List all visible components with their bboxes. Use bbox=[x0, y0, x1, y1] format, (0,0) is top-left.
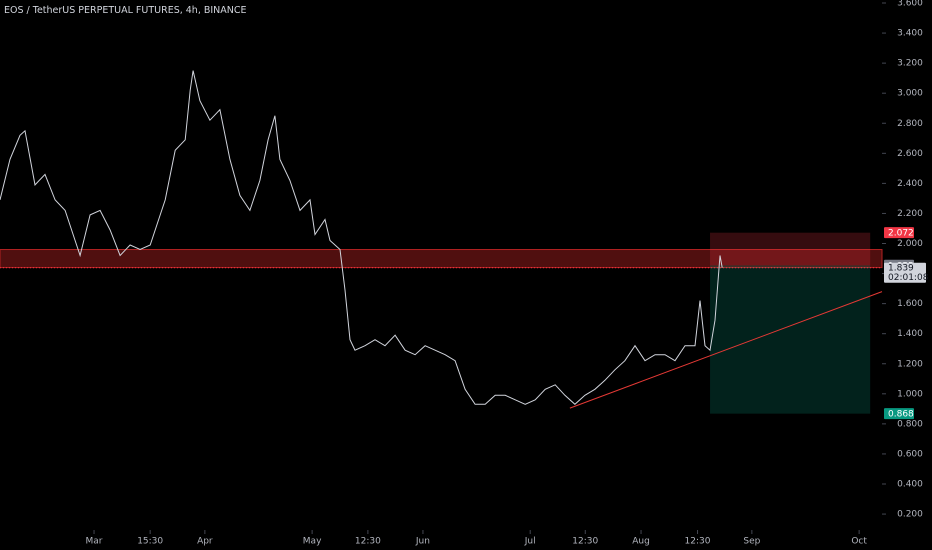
y-tick-label: 2.200 bbox=[897, 209, 923, 219]
last-price-bg bbox=[884, 262, 926, 283]
y-tick-label: 2.000 bbox=[897, 239, 923, 249]
last-price-label: 1.839 bbox=[888, 264, 914, 274]
x-tick-label: 12:30 bbox=[685, 537, 711, 547]
chart-title: EOS / TetherUS PERPETUAL FUTURES, 4h, BI… bbox=[4, 5, 247, 16]
target-label-bg bbox=[884, 408, 914, 420]
x-tick-label: 15:30 bbox=[137, 537, 163, 547]
x-tick-label: Jul bbox=[524, 537, 536, 547]
x-tick-label: Jun bbox=[415, 537, 430, 547]
y-tick-label: 1.600 bbox=[897, 299, 923, 309]
x-tick-label: Oct bbox=[851, 537, 867, 547]
y-tick-label: 0.600 bbox=[897, 449, 923, 459]
y-tick-label: 3.600 bbox=[897, 0, 923, 9]
y-tick-label: 2.800 bbox=[897, 119, 923, 129]
x-tick-label: 12:30 bbox=[572, 537, 598, 547]
position-risk bbox=[710, 232, 871, 266]
countdown-label: 02:01:08 bbox=[888, 273, 929, 283]
y-tick-label: 0.400 bbox=[897, 480, 923, 490]
stop-label: 2.072 bbox=[888, 229, 914, 239]
stop-label-bg bbox=[884, 227, 914, 239]
x-tick-label: Mar bbox=[86, 537, 103, 547]
x-tick-label: Sep bbox=[743, 537, 760, 547]
target-label: 0.868 bbox=[888, 410, 914, 420]
y-tick-label: 2.400 bbox=[897, 179, 923, 189]
x-tick-label: Apr bbox=[197, 537, 213, 547]
y-tick-label: 1.200 bbox=[897, 359, 923, 369]
y-tick-label: 3.200 bbox=[897, 59, 923, 69]
x-tick-label: May bbox=[303, 537, 322, 547]
y-tick-label: 3.400 bbox=[897, 29, 923, 39]
trendline bbox=[569, 291, 883, 409]
y-tick-label: 3.000 bbox=[897, 89, 923, 99]
y-tick-label: 0.800 bbox=[897, 419, 923, 429]
position-reward bbox=[710, 265, 871, 414]
price-line bbox=[0, 70, 723, 405]
y-tick-label: 1.400 bbox=[897, 329, 923, 339]
y-tick-label: 2.600 bbox=[897, 149, 923, 159]
x-tick-label: 12:30 bbox=[355, 537, 381, 547]
y-tick-label: 1.000 bbox=[897, 389, 923, 399]
x-tick-label: Aug bbox=[632, 537, 650, 547]
y-tick-label: 0.200 bbox=[897, 510, 923, 520]
